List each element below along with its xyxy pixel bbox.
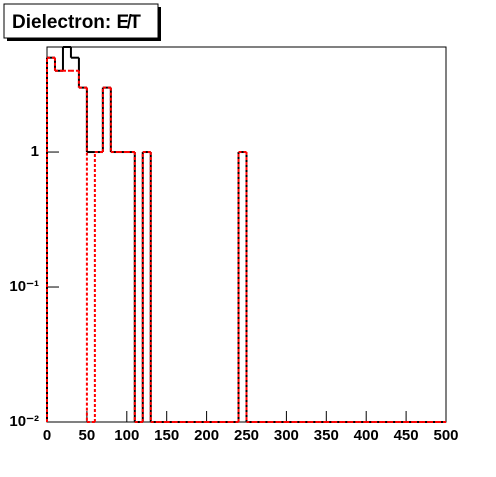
y-tick-label: 1 bbox=[31, 143, 39, 160]
x-tick-label: 350 bbox=[314, 427, 339, 444]
title-box bbox=[3, 3, 159, 39]
y-tick-label: 10⁻¹ bbox=[9, 278, 39, 295]
chart-title: Dielectron: E̸T bbox=[12, 12, 141, 33]
x-tick-label: 400 bbox=[354, 427, 379, 444]
x-tick-label: 250 bbox=[234, 427, 259, 444]
x-tick-label: 500 bbox=[433, 427, 458, 444]
x-tick-label: 200 bbox=[194, 427, 219, 444]
y-tick-label: 10⁻² bbox=[9, 413, 39, 430]
x-tick-label: 100 bbox=[114, 427, 139, 444]
x-tick-label: 50 bbox=[79, 427, 96, 444]
x-tick-label: 0 bbox=[43, 427, 51, 444]
x-tick-label: 300 bbox=[274, 427, 299, 444]
x-tick-label: 450 bbox=[394, 427, 419, 444]
x-tick-label: 150 bbox=[154, 427, 179, 444]
